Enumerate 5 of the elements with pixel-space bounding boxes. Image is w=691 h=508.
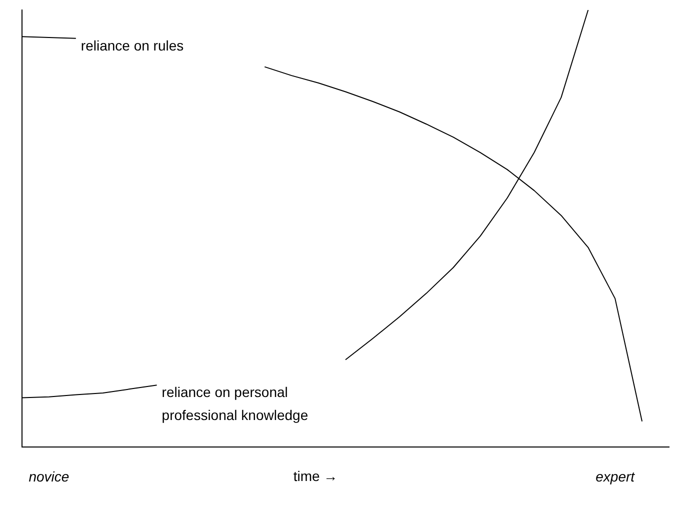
series-label: reliance on rules [80,37,184,54]
x-tick-label: novice [28,468,70,484]
x-axis-title: time → [293,468,338,484]
series-label: reliance on personal professional knowledge [162,384,308,423]
x-tick-label: expert [596,468,636,484]
